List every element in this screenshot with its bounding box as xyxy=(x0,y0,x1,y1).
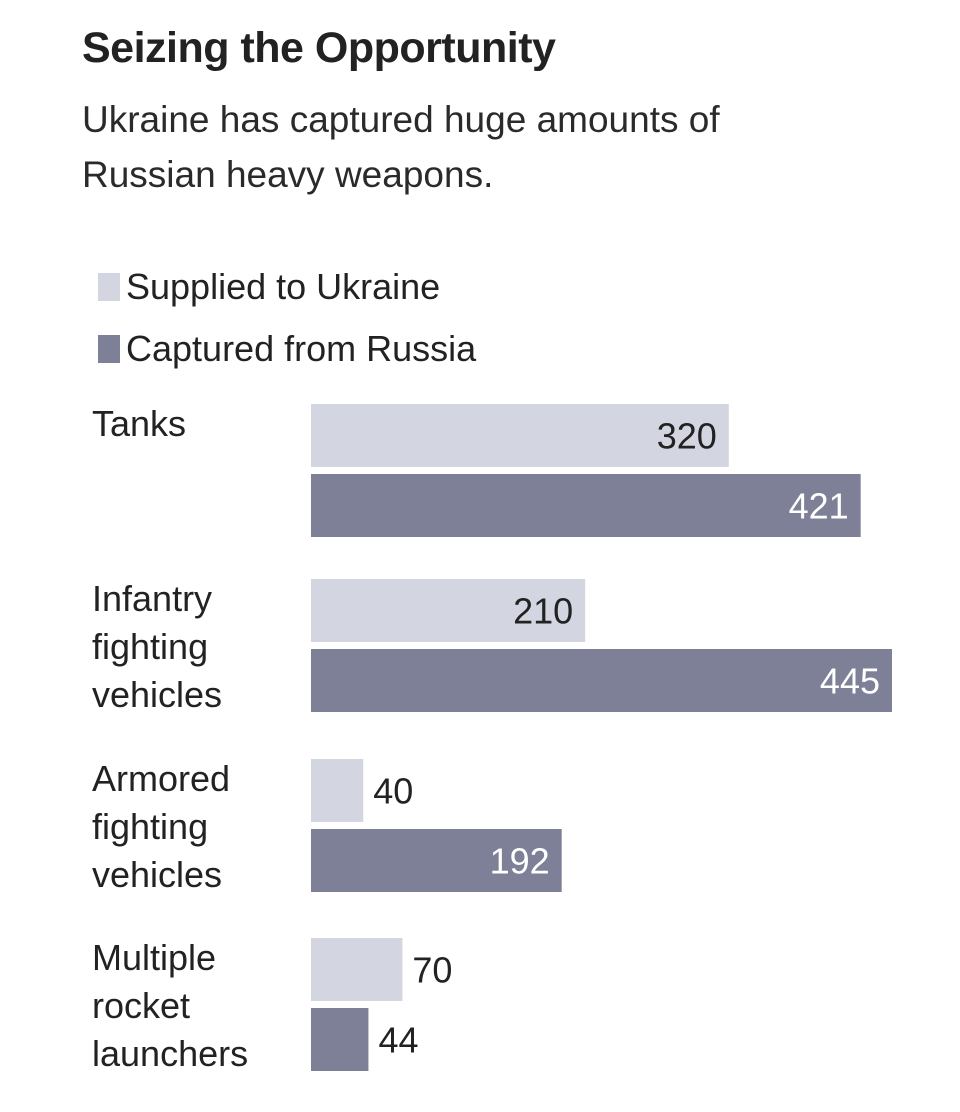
category-label-tanks: Tanks xyxy=(92,403,186,444)
value-label-captured-infantry-fighting-vehicles: 445 xyxy=(820,661,880,702)
value-label-captured-armored-fighting-vehicles: 192 xyxy=(490,841,550,882)
value-label-captured-multiple-rocket-launchers: 44 xyxy=(378,1020,418,1061)
category-label-line: Armored xyxy=(92,758,230,799)
category-label-armored-fighting-vehicles: Armored fighting vehicles xyxy=(92,758,230,895)
category-label-line: launchers xyxy=(92,1033,248,1074)
legend-swatch-supplied xyxy=(98,273,120,301)
category-label-line: vehicles xyxy=(92,854,222,895)
category-label-line: rocket xyxy=(92,985,190,1026)
value-label-supplied-infantry-fighting-vehicles: 210 xyxy=(513,591,573,632)
category-label-line: fighting xyxy=(92,806,208,847)
category-label-line: Infantry xyxy=(92,578,212,619)
value-label-captured-tanks: 421 xyxy=(789,486,849,527)
legend-label-captured: Captured from Russia xyxy=(126,328,477,369)
bar-captured-tanks xyxy=(311,474,861,537)
bar-supplied-tanks xyxy=(311,404,729,467)
legend-swatch-captured xyxy=(98,335,120,363)
bar-supplied-infantry-fighting-vehicles xyxy=(311,579,586,642)
category-label-line: Multiple xyxy=(92,937,216,978)
category-label-multiple-rocket-launchers: Multiple rocket launchers xyxy=(92,937,248,1074)
legend-item-captured: Captured from Russia xyxy=(98,318,476,380)
bar-captured-multiple-rocket-launchers xyxy=(311,1008,369,1071)
value-label-supplied-multiple-rocket-launchers: 70 xyxy=(412,950,452,991)
category-label-line: vehicles xyxy=(92,674,222,715)
chart-title: Seizing the Opportunity xyxy=(82,24,556,72)
value-label-supplied-tanks: 320 xyxy=(657,416,717,457)
legend: Supplied to Ukraine Captured from Russia xyxy=(98,256,476,380)
chart-subtitle: Ukraine has captured huge amounts of Rus… xyxy=(82,99,720,195)
bar-supplied-multiple-rocket-launchers xyxy=(311,938,403,1001)
bar-captured-armored-fighting-vehicles xyxy=(311,829,562,892)
bar-captured-infantry-fighting-vehicles xyxy=(311,649,892,712)
bar-supplied-armored-fighting-vehicles xyxy=(311,759,364,822)
legend-label-supplied: Supplied to Ukraine xyxy=(126,266,441,307)
category-label-infantry-fighting-vehicles: Infantry fighting vehicles xyxy=(92,578,222,715)
category-label-line: fighting xyxy=(92,626,208,667)
category-label-line: Tanks xyxy=(92,403,186,444)
value-label-supplied-armored-fighting-vehicles: 40 xyxy=(373,771,413,812)
legend-item-supplied: Supplied to Ukraine xyxy=(98,256,476,318)
